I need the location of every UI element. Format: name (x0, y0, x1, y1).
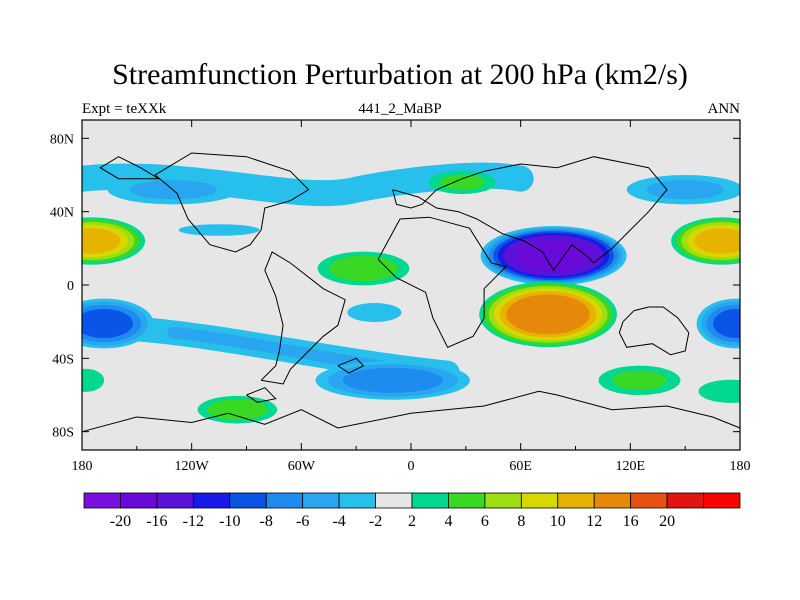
anomaly-14-level-0 (178, 224, 260, 236)
colorbar: -20 -16 -12 -10 -8 -6 -4 -2 2 4 6 8 10 12 16 20 (83, 492, 741, 530)
colorbar-swatch-7 (338, 492, 376, 509)
coastline-4 (392, 156, 668, 272)
colorbar-label-7: -2 (369, 513, 382, 530)
anomaly-10-level-1 (439, 174, 485, 191)
colorbar-swatch-17 (703, 492, 741, 509)
colorbar-swatch-1 (120, 492, 158, 509)
y-tick-label-3: 40S (52, 352, 74, 367)
coastlines (81, 152, 741, 433)
coastline-3 (154, 152, 310, 253)
colorbar-swatch-4 (229, 492, 267, 509)
x-tick-label-1: 120W (175, 459, 210, 474)
anomaly-0-level-6 (515, 240, 592, 272)
colorbar-label-11: 8 (517, 513, 525, 530)
coastline-5 (618, 306, 690, 356)
colorbar-label-14: 16 (623, 513, 639, 530)
anomaly-6-level-2 (342, 367, 443, 393)
x-tick-label-3: 0 (408, 459, 415, 474)
axis-ticks: 180 120W 60W 0 60E 120E 180 80N 40N 0 40S 80S (50, 120, 751, 474)
colorbar-swatch-6 (302, 492, 340, 509)
colorbar-swatch-16 (666, 492, 704, 509)
colorbar-swatch-13 (557, 492, 595, 509)
anomaly-8-level-1 (646, 179, 724, 200)
colorbar-label-3: -10 (219, 513, 240, 530)
colorbar-swatch-11 (484, 492, 522, 509)
x-tick-label-5: 120E (616, 459, 646, 474)
anomaly-5-level-3 (713, 308, 740, 339)
coastline-2 (377, 216, 507, 348)
x-tick-label-6: 180 (730, 459, 751, 474)
x-tick-label-4: 60E (509, 459, 532, 474)
colorbar-swatch-10 (448, 492, 486, 509)
anomaly-2-level-4 (82, 228, 121, 254)
colorbar-label-15: 20 (659, 513, 675, 530)
colorbar-label-9: 4 (444, 513, 452, 530)
colorbar-swatch-3 (192, 492, 231, 509)
anomaly-15-level-0 (698, 379, 740, 403)
colorbar-swatch-5 (265, 492, 304, 509)
colorbar-label-4: -8 (260, 513, 273, 530)
y-tick-label-4: 80S (52, 426, 74, 441)
colorbar-swatch-14 (593, 492, 632, 509)
anomaly-4-level-3 (82, 308, 133, 339)
experiment-label: Expt = teXXk (82, 101, 167, 117)
anomaly-16-level-0 (82, 368, 105, 392)
plot-title: Streamfunction Perturbation at 200 hPa (… (112, 58, 688, 91)
anomaly-13-level-0 (347, 302, 402, 323)
colorbar-label-5: -6 (296, 513, 309, 530)
y-tick-label-1: 40N (50, 206, 74, 221)
x-tick-label-0: 180 (72, 459, 93, 474)
colorbar-label-13: 12 (586, 513, 602, 530)
coastline-8 (246, 387, 277, 403)
anomaly-11-level-1 (612, 370, 667, 391)
colorbar-label-2: -12 (183, 513, 204, 530)
colorbar-label-6: -4 (332, 513, 345, 530)
colorbar-swatch-12 (520, 492, 559, 509)
coastline-7 (337, 357, 365, 374)
anomaly-3-level-4 (694, 228, 740, 254)
colorbar-label-1: -16 (146, 513, 167, 530)
colorbar-swatch-8 (375, 492, 413, 509)
colorbar-swatch-2 (156, 492, 194, 509)
y-tick-label-2: 0 (67, 279, 74, 294)
coastline-6 (99, 156, 161, 180)
case-label: 441_2_MaBP (358, 101, 442, 117)
colorbar-swatch-0 (83, 492, 121, 509)
coastline-1 (260, 251, 346, 385)
coastline-0 (81, 390, 741, 433)
colorbar-swatch-15 (630, 492, 668, 509)
colorbar-label-8: 2 (408, 513, 416, 530)
colorbar-swatch-9 (411, 492, 449, 509)
y-tick-label-0: 80N (50, 132, 74, 147)
season-label: ANN (707, 101, 741, 117)
anomaly-1-level-5 (506, 294, 590, 335)
colorbar-label-10: 6 (481, 513, 489, 530)
colorbar-label-0: -20 (110, 513, 131, 530)
x-tick-label-2: 60W (288, 459, 316, 474)
colorbar-label-12: 10 (550, 513, 566, 530)
